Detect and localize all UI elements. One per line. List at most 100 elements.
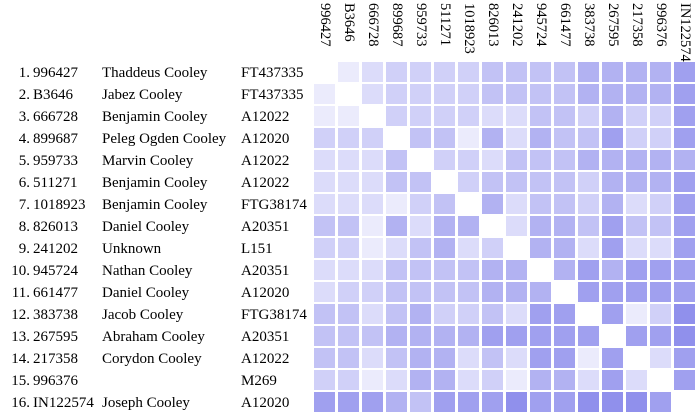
matrix-cell-r9-c14 — [626, 238, 647, 258]
matrix-cell-r3-c8 — [482, 106, 503, 126]
matrix-cell-r8-c2 — [338, 216, 359, 236]
matrix-cell-r11-c11 — [554, 282, 575, 302]
matrix-cell-r8-c10 — [530, 216, 551, 236]
matrix-cell-r5-c11 — [554, 150, 575, 170]
row-number: 7. — [18, 197, 30, 213]
matrix-cell-r12-c15 — [650, 304, 671, 324]
row-number: 4. — [18, 131, 30, 147]
matrix-cell-r1-c6 — [434, 62, 455, 82]
matrix-cell-r16-c5 — [410, 392, 431, 412]
matrix-cell-r7-c3 — [362, 194, 383, 214]
matrix-cell-r2-c3 — [362, 84, 383, 104]
person-name: Abraham Cooley — [102, 329, 205, 345]
row-number: 2. — [18, 87, 30, 103]
matrix-cell-r7-c2 — [338, 194, 359, 214]
matrix-cell-r4-c5 — [410, 128, 431, 148]
haplogroup: FTG38174 — [241, 307, 307, 323]
matrix-cell-r5-c14 — [626, 150, 647, 170]
matrix-cell-r11-c2 — [338, 282, 359, 302]
matrix-cell-r4-c12 — [578, 128, 599, 148]
matrix-cell-r13-c12 — [578, 326, 599, 346]
kit-id: 661477 — [33, 285, 78, 301]
matrix-cell-r4-c3 — [362, 128, 383, 148]
matrix-cell-r14-c13 — [602, 348, 623, 368]
matrix-cell-r12-c12 — [578, 304, 599, 324]
matrix-cell-r16-c16 — [674, 392, 695, 412]
matrix-cell-r15-c9 — [506, 370, 527, 390]
matrix-cell-r11-c7 — [458, 282, 479, 302]
column-header-996376: 996376 — [653, 3, 669, 47]
person-name: Benjamin Cooley — [102, 175, 208, 191]
matrix-cell-r3-c6 — [434, 106, 455, 126]
column-header-996427: 996427 — [317, 3, 333, 47]
matrix-cell-r12-c16 — [674, 304, 695, 324]
matrix-cell-r8-c7 — [458, 216, 479, 236]
matrix-cell-r1-c12 — [578, 62, 599, 82]
table-row-241202: 9. 241202 Unknown L151 — [0, 238, 314, 260]
matrix-cell-r10-c4 — [386, 260, 407, 280]
matrix-cell-r12-c13 — [602, 304, 623, 324]
matrix-cell-r16-c12 — [578, 392, 599, 412]
matrix-cell-r12-c4 — [386, 304, 407, 324]
column-header-241202: 241202 — [509, 3, 525, 47]
matrix-cell-r4-c13 — [602, 128, 623, 148]
matrix-cell-r14-c2 — [338, 348, 359, 368]
matrix-cell-r14-c10 — [530, 348, 551, 368]
matrix-cell-r1-c3 — [362, 62, 383, 82]
matrix-cell-r9-c2 — [338, 238, 359, 258]
matrix-cell-r11-c16 — [674, 282, 695, 302]
matrix-cell-r4-c16 — [674, 128, 695, 148]
matrix-cell-r2-c12 — [578, 84, 599, 104]
kit-id: 826013 — [33, 219, 78, 235]
haplogroup: FT437335 — [241, 87, 304, 103]
matrix-cell-r15-c6 — [434, 370, 455, 390]
person-name: Unknown — [102, 241, 162, 257]
row-number: 5. — [18, 153, 30, 169]
matrix-cell-r3-c12 — [578, 106, 599, 126]
row-number: 11. — [11, 285, 30, 301]
matrix-cell-r1-c15 — [650, 62, 671, 82]
table-row-899687: 4. 899687 Peleg Ogden Cooley A12020 — [0, 128, 314, 150]
person-name: Jabez Cooley — [102, 87, 183, 103]
matrix-cell-r16-c3 — [362, 392, 383, 412]
matrix-cell-r1-c9 — [506, 62, 527, 82]
row-number: 15. — [11, 373, 30, 389]
matrix-cell-r10-c10 — [530, 260, 551, 280]
kit-id: 945724 — [33, 263, 78, 279]
row-number: 8. — [18, 219, 30, 235]
matrix-cell-r11-c12 — [578, 282, 599, 302]
matrix-cell-r7-c4 — [386, 194, 407, 214]
matrix-cell-r15-c8 — [482, 370, 503, 390]
matrix-cell-r7-c10 — [530, 194, 551, 214]
matrix-cell-r6-c4 — [386, 172, 407, 192]
matrix-cell-r10-c13 — [602, 260, 623, 280]
matrix-cell-r14-c7 — [458, 348, 479, 368]
column-header-383738: 383738 — [581, 3, 597, 47]
matrix-cell-r9-c1 — [314, 238, 335, 258]
row-number: 6. — [18, 175, 30, 191]
matrix-cell-r10-c7 — [458, 260, 479, 280]
matrix-cell-r10-c8 — [482, 260, 503, 280]
matrix-cell-r7-c12 — [578, 194, 599, 214]
matrix-cell-r6-c7 — [458, 172, 479, 192]
matrix-cell-r4-c15 — [650, 128, 671, 148]
matrix-cell-r14-c3 — [362, 348, 383, 368]
matrix-cell-r10-c2 — [338, 260, 359, 280]
matrix-cell-r1-c14 — [626, 62, 647, 82]
haplogroup: A12020 — [241, 395, 290, 411]
matrix-cell-r10-c12 — [578, 260, 599, 280]
matrix-cell-r7-c9 — [506, 194, 527, 214]
matrix-cell-r11-c9 — [506, 282, 527, 302]
matrix-cell-r3-c16 — [674, 106, 695, 126]
matrix-cell-r3-c13 — [602, 106, 623, 126]
matrix-cell-r4-c8 — [482, 128, 503, 148]
person-name: Daniel Cooley — [102, 285, 190, 301]
matrix-cell-r13-c10 — [530, 326, 551, 346]
matrix-cell-r5-c10 — [530, 150, 551, 170]
matrix-cell-r11-c3 — [362, 282, 383, 302]
matrix-cell-r16-c7 — [458, 392, 479, 412]
table-row-267595: 13. 267595 Abraham Cooley A20351 — [0, 326, 314, 348]
person-name: Benjamin Cooley — [102, 197, 208, 213]
matrix-cell-r3-c2 — [338, 106, 359, 126]
